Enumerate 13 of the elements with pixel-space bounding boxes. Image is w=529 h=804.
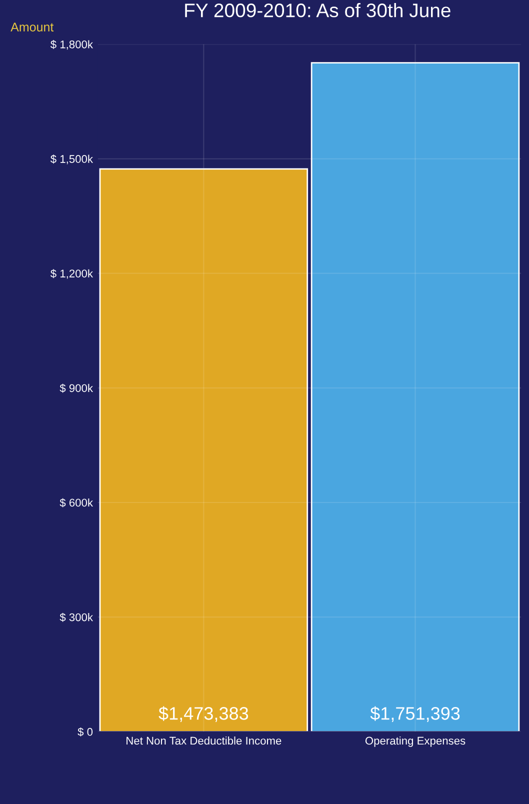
y-tick-label: $ 300k (60, 612, 94, 622)
y-tick-label: $ 1,800k (50, 40, 94, 50)
chart-title: FY 2009-2010: As of 30th June (185, 2, 450, 18)
x-tick-label: Net Non Tax Deductible Income (126, 736, 282, 745)
y-tick-label: $ 0 (78, 727, 93, 736)
y-axis-title: Amount (10, 22, 54, 32)
y-tick-label: $ 1,500k (50, 154, 94, 164)
x-tick-label: Operating Expenses (365, 736, 466, 747)
y-tick-label: $ 1,200k (50, 269, 94, 279)
y-tick-label: $ 900k (60, 384, 94, 393)
data-label: $1,473,383 (158, 706, 248, 722)
data-label: $1,751,393 (370, 706, 460, 722)
y-tick-label: $ 600k (60, 498, 94, 508)
